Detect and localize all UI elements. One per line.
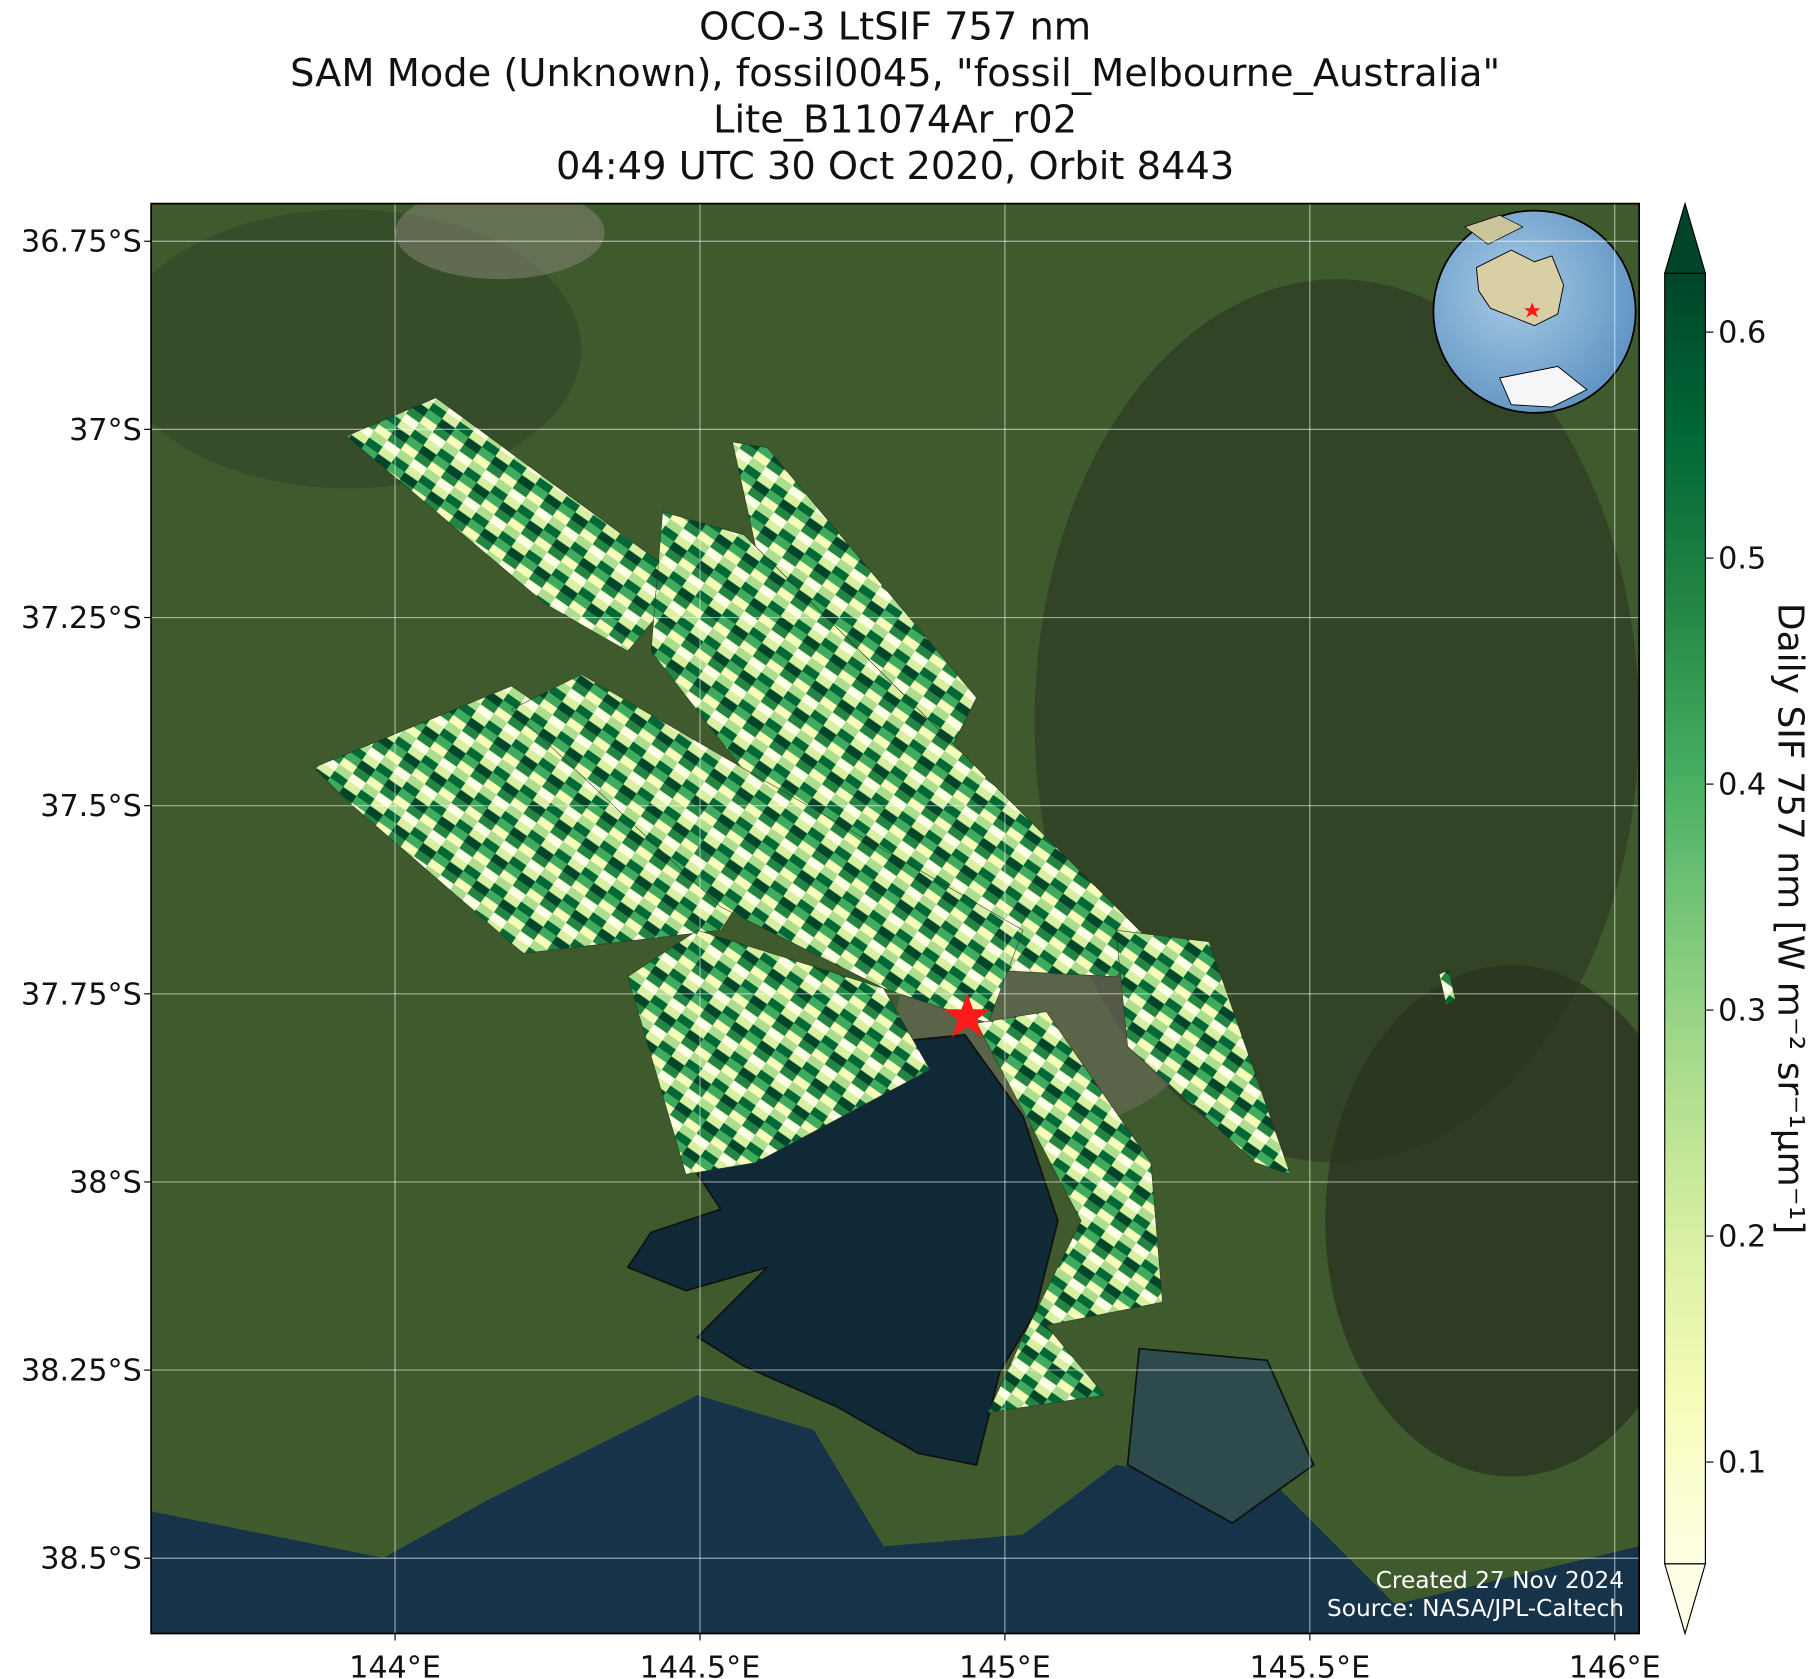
- credit: Source: NASA/JPL-Caltech: [1327, 1595, 1624, 1622]
- swath: [732, 441, 977, 745]
- x-tick-label: 144°E: [349, 1651, 441, 1679]
- colorbar-scale: [1664, 272, 1706, 1565]
- ticks: 144°E 144.5°E 145°E 145.5°E 146°E 36.75°S 37°S…: [21, 225, 1661, 1679]
- colorbar-label: Daily SIF 757 nm [W m⁻² sr⁻¹μm⁻¹]: [1770, 603, 1811, 1234]
- western-port: [1126, 1347, 1315, 1525]
- ocean: [151, 1395, 1640, 1634]
- swath: [627, 929, 931, 1175]
- inset-marker: [1524, 302, 1541, 318]
- swath: [313, 685, 768, 954]
- sif-swaths: [313, 397, 1456, 1413]
- y-tick-label: 38.5°S: [40, 1542, 142, 1577]
- colorbar-tick-label: 0.4: [1718, 768, 1766, 803]
- bay: [626, 1033, 1059, 1466]
- ranges: [395, 203, 605, 280]
- colorbar-tick-label: 0.1: [1718, 1446, 1766, 1481]
- swath: [1438, 969, 1456, 1006]
- y-tick-label: 36.75°S: [21, 225, 142, 260]
- y-tick-label: 38°S: [69, 1165, 142, 1200]
- ranges: [1325, 965, 1640, 1477]
- y-tick-label: 37.25°S: [21, 601, 142, 636]
- y-tick-label: 37°S: [69, 413, 142, 448]
- antarctica: [1498, 365, 1588, 408]
- swath: [976, 1011, 1163, 1413]
- title-line: OCO-3 LtSIF 757 nm: [699, 5, 1091, 50]
- colorbar-extend-low: [1663, 1563, 1707, 1636]
- ranges: [151, 209, 582, 489]
- title: OCO-3 LtSIF 757 nm SAM Mode (Unknown), f…: [290, 5, 1500, 190]
- swath: [1115, 929, 1291, 1175]
- y-tick-label: 37.75°S: [21, 977, 142, 1012]
- colorbar-tick-label: 0.3: [1718, 994, 1766, 1029]
- swath: [650, 511, 1152, 977]
- colorbar-tick-label: 0.5: [1718, 542, 1766, 577]
- australia: [1475, 249, 1565, 327]
- y-tick-label: 37.5°S: [40, 789, 142, 824]
- title-line: Lite_B11074Ar_r02: [713, 98, 1077, 143]
- x-tick-label: 145°E: [959, 1651, 1051, 1679]
- site-marker: [943, 992, 991, 1038]
- colorbar-tick-label: 0.6: [1718, 316, 1766, 351]
- grid: [151, 203, 1640, 1634]
- credit: Created 27 Nov 2024: [1376, 1567, 1624, 1594]
- title-line: SAM Mode (Unknown), fossil0045, "fossil_…: [290, 51, 1500, 96]
- colorbar-tick-label: 0.2: [1718, 1220, 1766, 1255]
- inset-globe: [1432, 209, 1637, 414]
- colorbar-extend-high: [1663, 201, 1707, 274]
- colorbar: 0.1 0.2 0.3 0.4 0.5 0.6 Daily SIF 757 nm [W m⁻…: [1663, 201, 1811, 1636]
- basemap: Created 27 Nov 2024 Source: NASA/JPL-Cal…: [151, 203, 1640, 1634]
- x-tick-label: 145.5°E: [1249, 1651, 1370, 1679]
- x-tick-label: 144.5°E: [640, 1651, 761, 1679]
- map-frame: [150, 202, 1641, 1635]
- x-tick-label: 146°E: [1569, 1651, 1661, 1679]
- y-tick-label: 38.25°S: [21, 1354, 142, 1389]
- title-line: 04:49 UTC 30 Oct 2020, Orbit 8443: [556, 144, 1234, 189]
- asia: [1464, 214, 1524, 245]
